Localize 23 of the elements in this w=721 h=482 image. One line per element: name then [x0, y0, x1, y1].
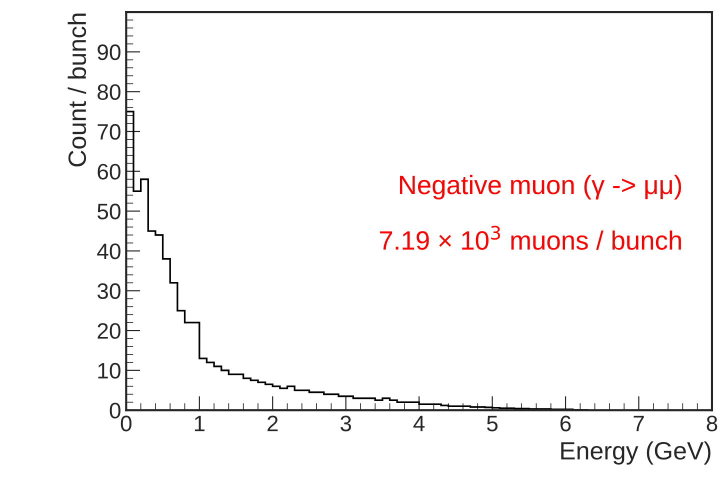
x-axis-title: Energy (GeV): [561, 441, 710, 465]
x-tick-label: 3: [340, 416, 352, 432]
x-tick-label: 5: [487, 416, 498, 432]
x-tick-label: 8: [706, 416, 718, 432]
y-tick-label: 70: [98, 124, 120, 140]
annotation: 7.19 × 10$^{3}$ muons / bunch: [380, 226, 681, 250]
y-tick-label: 40: [97, 243, 120, 260]
x-tick-label: 4: [413, 416, 425, 432]
annotation: Negative muon (γ -> μμ): [400, 174, 682, 200]
x-tick-label: 7: [634, 416, 644, 432]
y-tick-label: 50: [97, 204, 120, 220]
y-tick-label: 80: [98, 84, 120, 100]
y-tick-label: 90: [98, 44, 120, 60]
x-tick-label: 0: [120, 416, 132, 432]
y-axis-title: Count / bunch: [68, 14, 86, 166]
y-tick-label: 10: [98, 362, 120, 379]
y-tick-label: 30: [97, 283, 120, 300]
x-tick-label: 2: [268, 416, 278, 432]
x-tick-label: 1: [194, 416, 204, 432]
x-tick-label: 6: [560, 416, 571, 432]
y-tick-label: 20: [98, 323, 120, 339]
y-tick-label: 0: [110, 402, 120, 418]
y-tick-label: 60: [98, 164, 120, 180]
